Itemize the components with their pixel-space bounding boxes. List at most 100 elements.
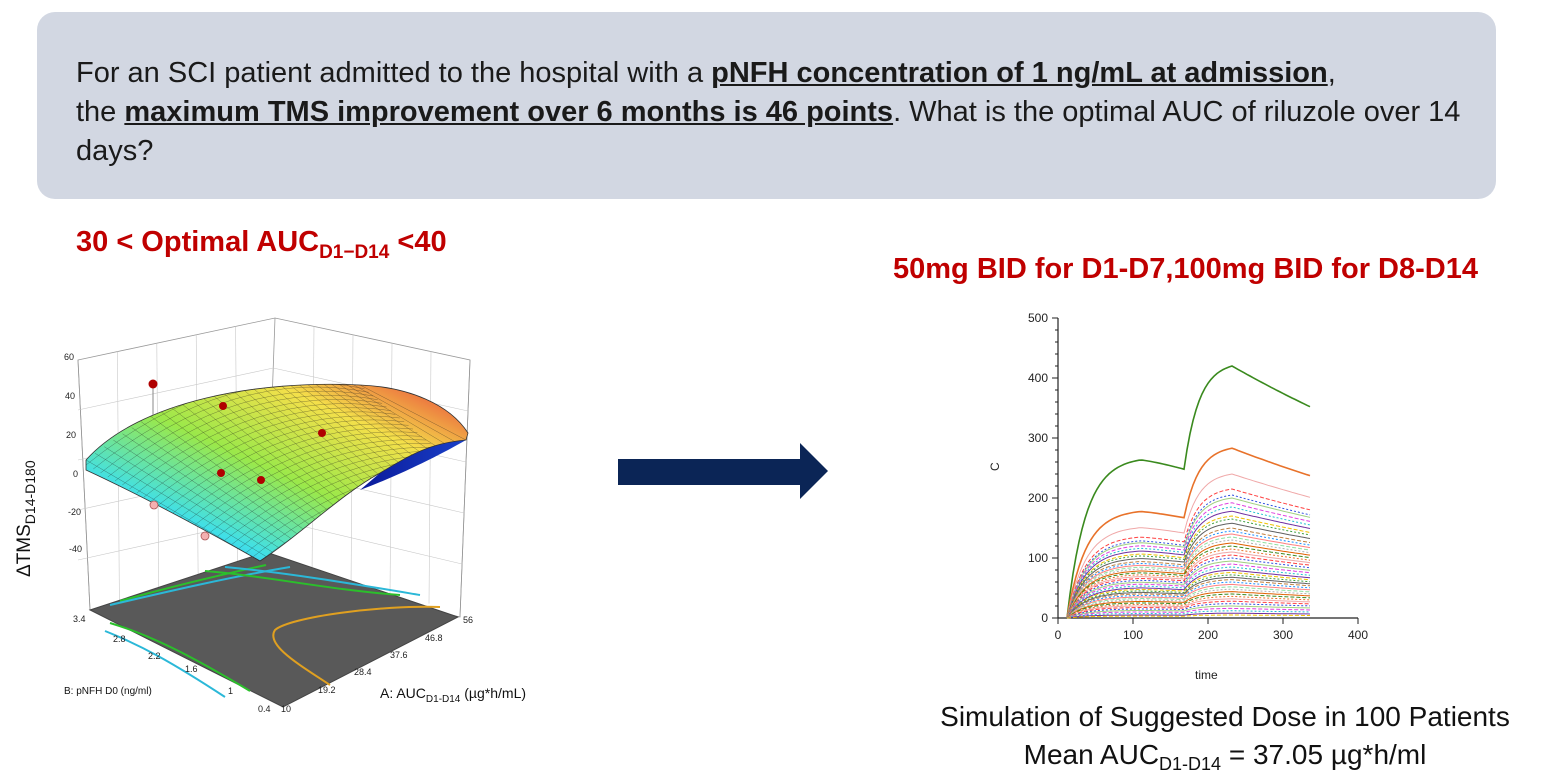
arrow-icon xyxy=(618,443,828,499)
mesh-line xyxy=(359,384,467,441)
mesh-line xyxy=(104,446,274,554)
mesh-line xyxy=(259,384,391,485)
design-point xyxy=(219,402,227,410)
mesh-line xyxy=(195,391,343,513)
concentration-series-line xyxy=(1066,571,1311,619)
concentration-series-line xyxy=(1066,593,1311,619)
y-tick: 3.4 xyxy=(73,614,86,624)
z-tick: -20 xyxy=(68,507,81,517)
y-axis-label: C xyxy=(988,462,1002,471)
question-highlight-pnfh: pNFH concentration of 1 ng/mL at admissi… xyxy=(711,57,1328,89)
concentration-series-line xyxy=(1066,603,1311,619)
x-tick-label: 300 xyxy=(1273,628,1293,642)
concentration-series-line xyxy=(1066,473,1311,619)
concentration-series-line xyxy=(1066,527,1311,619)
grid-line xyxy=(77,367,274,411)
y-tick-label: 100 xyxy=(1028,551,1048,565)
mesh-line xyxy=(250,384,384,489)
z-tick: 60 xyxy=(64,352,74,362)
design-point xyxy=(257,476,265,484)
mesh-line xyxy=(158,419,405,506)
design-point xyxy=(217,469,225,477)
mesh-line xyxy=(209,447,436,534)
concentration-series-line xyxy=(1066,586,1311,619)
mesh-line xyxy=(323,384,439,457)
concentration-series-line xyxy=(1066,515,1311,619)
dose-regimen-title: 50mg BID for D1-D7,100mg BID for D8-D14 xyxy=(893,253,1478,285)
mesh-line xyxy=(268,384,398,481)
x-tick: 56 xyxy=(463,615,473,625)
concentration-series-line xyxy=(1066,612,1311,619)
mesh-line xyxy=(168,404,322,525)
concentration-series-line xyxy=(1066,447,1311,619)
concentration-series-line xyxy=(1066,502,1311,619)
concentration-series-line xyxy=(1066,569,1311,619)
question-highlight-tms: maximum TMS improvement over 6 months is… xyxy=(124,96,894,128)
concentration-series-line xyxy=(1066,510,1311,619)
mesh-line xyxy=(165,423,409,510)
mesh-line xyxy=(277,384,405,477)
concentration-series-line xyxy=(1066,497,1311,619)
y-tick-label: 300 xyxy=(1028,431,1048,445)
y-tick: 0.4 xyxy=(258,704,271,714)
mesh-line xyxy=(187,435,422,522)
z-axis-label: ΔTMSD14-D180 xyxy=(14,460,38,577)
concentration-series-line xyxy=(1066,591,1311,619)
concentration-series-line xyxy=(1066,595,1311,619)
y-tick-label: 500 xyxy=(1028,311,1048,325)
concentration-series-line xyxy=(1066,574,1311,619)
concentration-series-line xyxy=(1066,588,1311,619)
z-tick: -40 xyxy=(69,544,82,554)
mesh-line xyxy=(241,384,377,493)
mesh-line xyxy=(140,421,302,537)
concentration-series-line xyxy=(1066,598,1311,619)
mesh-line xyxy=(158,410,316,529)
mesh-line xyxy=(286,384,412,473)
mesh-line xyxy=(93,384,365,470)
concentration-series-line xyxy=(1066,605,1310,619)
mesh-line xyxy=(341,384,453,449)
mesh-line xyxy=(216,450,440,538)
y-tick: 2.2 xyxy=(148,651,161,661)
concentration-series-line xyxy=(1066,548,1311,619)
mesh-line xyxy=(113,439,281,550)
concentration-series-line xyxy=(1066,522,1311,619)
concentration-series-line xyxy=(1066,530,1311,619)
concentration-series-line xyxy=(1066,566,1311,619)
mesh-line xyxy=(314,384,432,461)
concentration-series-line xyxy=(1066,583,1311,619)
simulation-caption: Simulation of Suggested Dose in 100 Pati… xyxy=(940,701,1510,732)
z-tick: 20 xyxy=(66,430,76,440)
x-tick-label: 100 xyxy=(1123,628,1143,642)
optimal-auc-title: 30 < Optimal AUCD1−D14 <40 xyxy=(76,226,447,263)
question-box: For an SCI patient admitted to the hospi… xyxy=(37,12,1496,199)
z-axis-ticks: 60 40 20 0 -20 -40 xyxy=(64,352,82,554)
y-tick-label: 400 xyxy=(1028,371,1048,385)
design-point xyxy=(148,379,158,389)
mesh-line xyxy=(295,384,419,469)
y-axis-label: B: pNFH D0 (ng/ml) xyxy=(64,686,152,697)
y-tick: 1 xyxy=(228,686,233,696)
concentration-series-line xyxy=(1066,563,1311,619)
response-surface xyxy=(85,383,469,562)
concentration-series-line xyxy=(1066,600,1311,619)
mesh-line xyxy=(186,395,336,517)
x-axis-label: A: AUCD1-D14 (µg*h/mL) xyxy=(380,685,526,705)
concentration-series-line xyxy=(1066,581,1311,619)
mesh-line xyxy=(172,427,414,514)
x-tick: 10 xyxy=(281,704,291,714)
mesh-line xyxy=(100,386,369,474)
mesh-line xyxy=(177,400,329,521)
concentration-series-line xyxy=(1066,506,1311,619)
concentration-series-line xyxy=(1066,579,1311,619)
response-surface-chart: 60 40 20 0 -20 -40 0.4 1 1.6 2.2 2.8 3.4… xyxy=(14,317,526,714)
mesh-line xyxy=(122,399,383,486)
x-axis-label: time xyxy=(1195,668,1218,682)
x-tick-label: 200 xyxy=(1198,628,1218,642)
mesh-line xyxy=(122,433,288,546)
concentration-series-line xyxy=(1066,551,1311,619)
question-text: For an SCI patient admitted to the hospi… xyxy=(76,57,1461,167)
concentration-series-line xyxy=(1066,539,1311,619)
concentration-series-line xyxy=(1066,560,1311,619)
mesh-line xyxy=(204,388,350,509)
